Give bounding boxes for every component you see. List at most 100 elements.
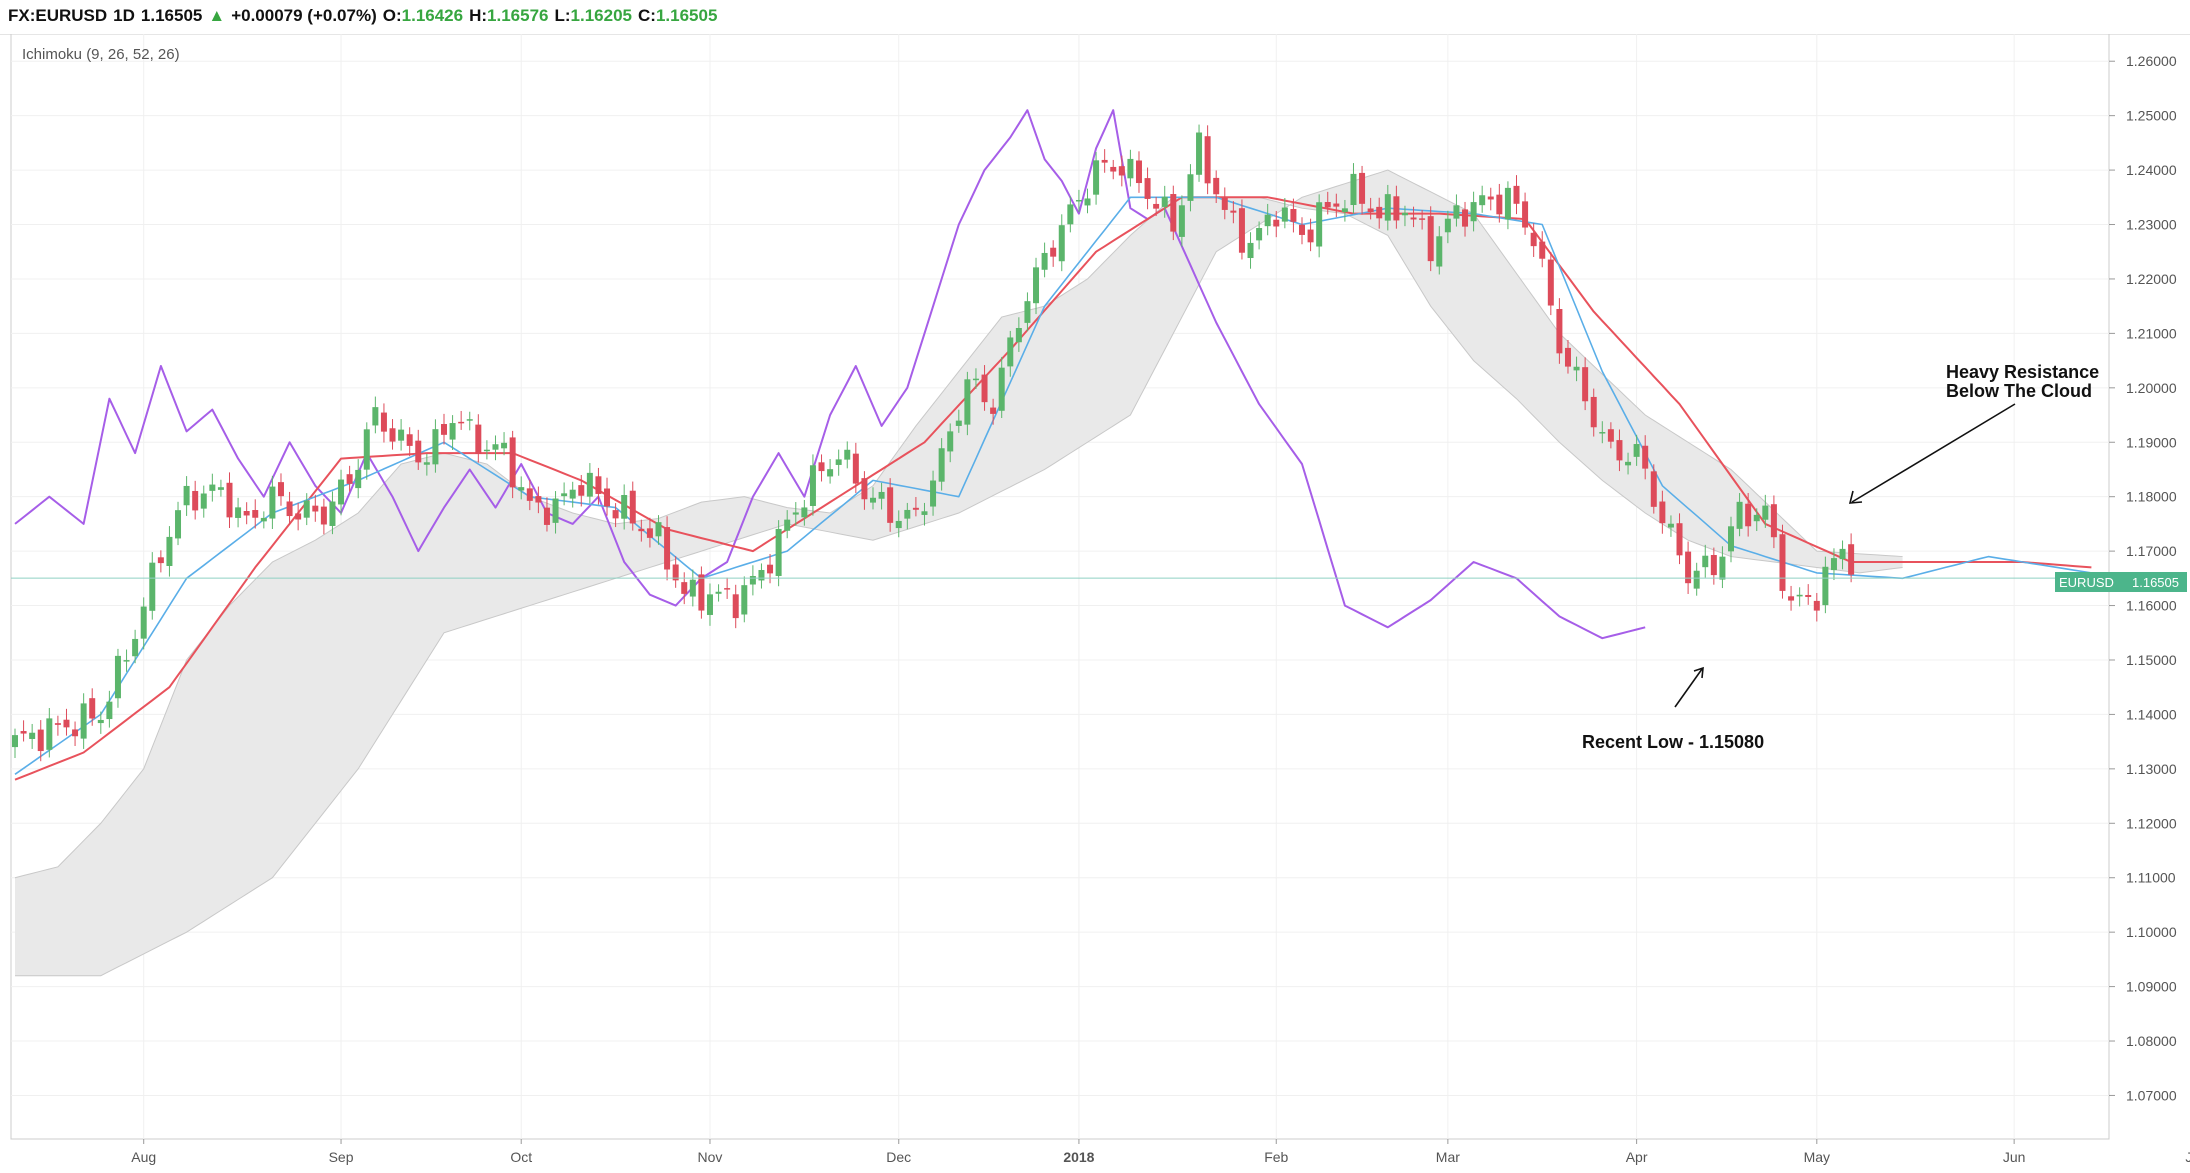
close-value: 1.16505 [655, 6, 718, 25]
candle-body [1101, 159, 1108, 163]
candle-body [724, 588, 731, 590]
candle-body [784, 519, 791, 531]
candle-body [20, 731, 27, 734]
close-label: C: [638, 6, 656, 25]
candle-body [552, 498, 559, 523]
candle-body [269, 486, 276, 519]
candle-body [990, 407, 997, 414]
candle-body [1590, 396, 1597, 428]
candle-body [423, 462, 430, 465]
candle-body [1479, 195, 1486, 206]
candle-body [1247, 242, 1254, 259]
y-tick-label: 1.09000 [2126, 979, 2177, 995]
chikou-span [14, 109, 1646, 640]
cloud-area [15, 170, 1903, 976]
interval-label[interactable]: 1D [113, 6, 135, 25]
candle-body [1728, 526, 1734, 552]
y-tick-label: 1.08000 [2126, 1033, 2177, 1049]
candle-body [235, 507, 242, 518]
x-tick-label: Jul [2185, 1149, 2190, 1165]
candle-body [844, 449, 851, 460]
candle-body [106, 701, 113, 720]
candle-body [621, 494, 628, 519]
candle-body [312, 505, 319, 512]
candle-body [1753, 514, 1760, 522]
candle-body [1710, 555, 1717, 576]
candle-body [1444, 218, 1451, 233]
candle-body [1564, 347, 1571, 367]
candle-body [578, 485, 585, 496]
candle-body [1153, 203, 1160, 209]
candle-body [646, 528, 653, 538]
candle-body [1024, 301, 1031, 323]
low-arrow-line [1674, 668, 1703, 708]
x-tick-label: Feb [1264, 1149, 1288, 1165]
candle-body [1144, 178, 1151, 199]
y-tick-label: 1.13000 [2126, 761, 2177, 777]
x-tick-label: Nov [698, 1149, 723, 1165]
candle-body [870, 497, 876, 503]
indicator-legend[interactable]: Ichimoku (9, 26, 52, 26) [22, 46, 180, 63]
price-axis[interactable]: 1.26000 1.25000 1.24000 1.23000 1.22000 1.210… [2109, 53, 2177, 1103]
candle-body [775, 528, 782, 576]
candle-body [1685, 551, 1692, 584]
annotation-resistance: Heavy Resistance Below The Cloud [1848, 362, 2099, 504]
candle-body [1796, 594, 1803, 597]
candle-body [981, 374, 988, 403]
open-label: O: [382, 6, 402, 25]
candle-body [492, 444, 499, 450]
candle-body [947, 431, 954, 452]
candle-body [1187, 174, 1194, 201]
candle-body [1281, 207, 1288, 222]
candle-body [260, 517, 267, 522]
candle-body [595, 476, 602, 494]
price-tag: EURUSD 1.16505 [2055, 572, 2187, 592]
price-tag-value: 1.16505 [2132, 575, 2179, 590]
x-tick-label: May [1804, 1149, 1830, 1165]
candle-body [1779, 534, 1786, 591]
symbol-info: FX:EURUSD 1D 1.16505 ▲ +0.00079 (+0.07%) O:1.… [8, 6, 723, 26]
candle-body [706, 594, 713, 615]
candle-body [1230, 210, 1237, 213]
candle-body [1299, 224, 1305, 235]
y-tick-label: 1.21000 [2126, 325, 2177, 341]
candle-body [1848, 544, 1855, 575]
candle-body [1770, 504, 1777, 538]
high-label: H: [469, 6, 488, 25]
candle-body [1058, 225, 1065, 262]
candle-body [1118, 166, 1125, 176]
candle-body [518, 487, 525, 491]
y-tick-label: 1.12000 [2126, 815, 2177, 831]
candle-body [12, 735, 18, 748]
x-tick-label: 2018 [1063, 1149, 1094, 1165]
candle-body [604, 488, 611, 507]
candle-body [827, 469, 834, 477]
candle-body [672, 564, 679, 581]
low-arrowhead-icon [1693, 666, 1704, 679]
candle-body [329, 501, 336, 526]
candle-body [664, 527, 671, 570]
candle-body [1135, 160, 1142, 184]
price-chart[interactable]: 1.26000 1.25000 1.24000 1.23000 1.22000 1.210… [0, 34, 2190, 1173]
candle-body [226, 482, 233, 518]
candle-body [1547, 259, 1554, 306]
candle-body [398, 429, 405, 441]
candle-body [1419, 218, 1426, 220]
candle-body [1093, 160, 1100, 195]
candle-body [904, 509, 911, 519]
candle-body [1522, 201, 1529, 228]
candle-body [681, 582, 688, 594]
candle-body [921, 511, 928, 515]
candle-body [157, 557, 164, 564]
symbol-name[interactable]: FX:EURUSD [8, 6, 108, 25]
candle-body [1650, 471, 1657, 507]
candle-body [655, 522, 662, 537]
candle-body [1067, 204, 1074, 225]
candle-body [243, 510, 250, 516]
candle-body [338, 479, 345, 505]
candle-body [1616, 440, 1623, 461]
time-axis[interactable]: AugSepOctNovDec2018FebMarAprMayJunJulAug… [131, 1139, 2190, 1165]
candle-body [1324, 202, 1331, 208]
candle-body [175, 510, 182, 539]
y-tick-label: 1.07000 [2126, 1087, 2177, 1103]
